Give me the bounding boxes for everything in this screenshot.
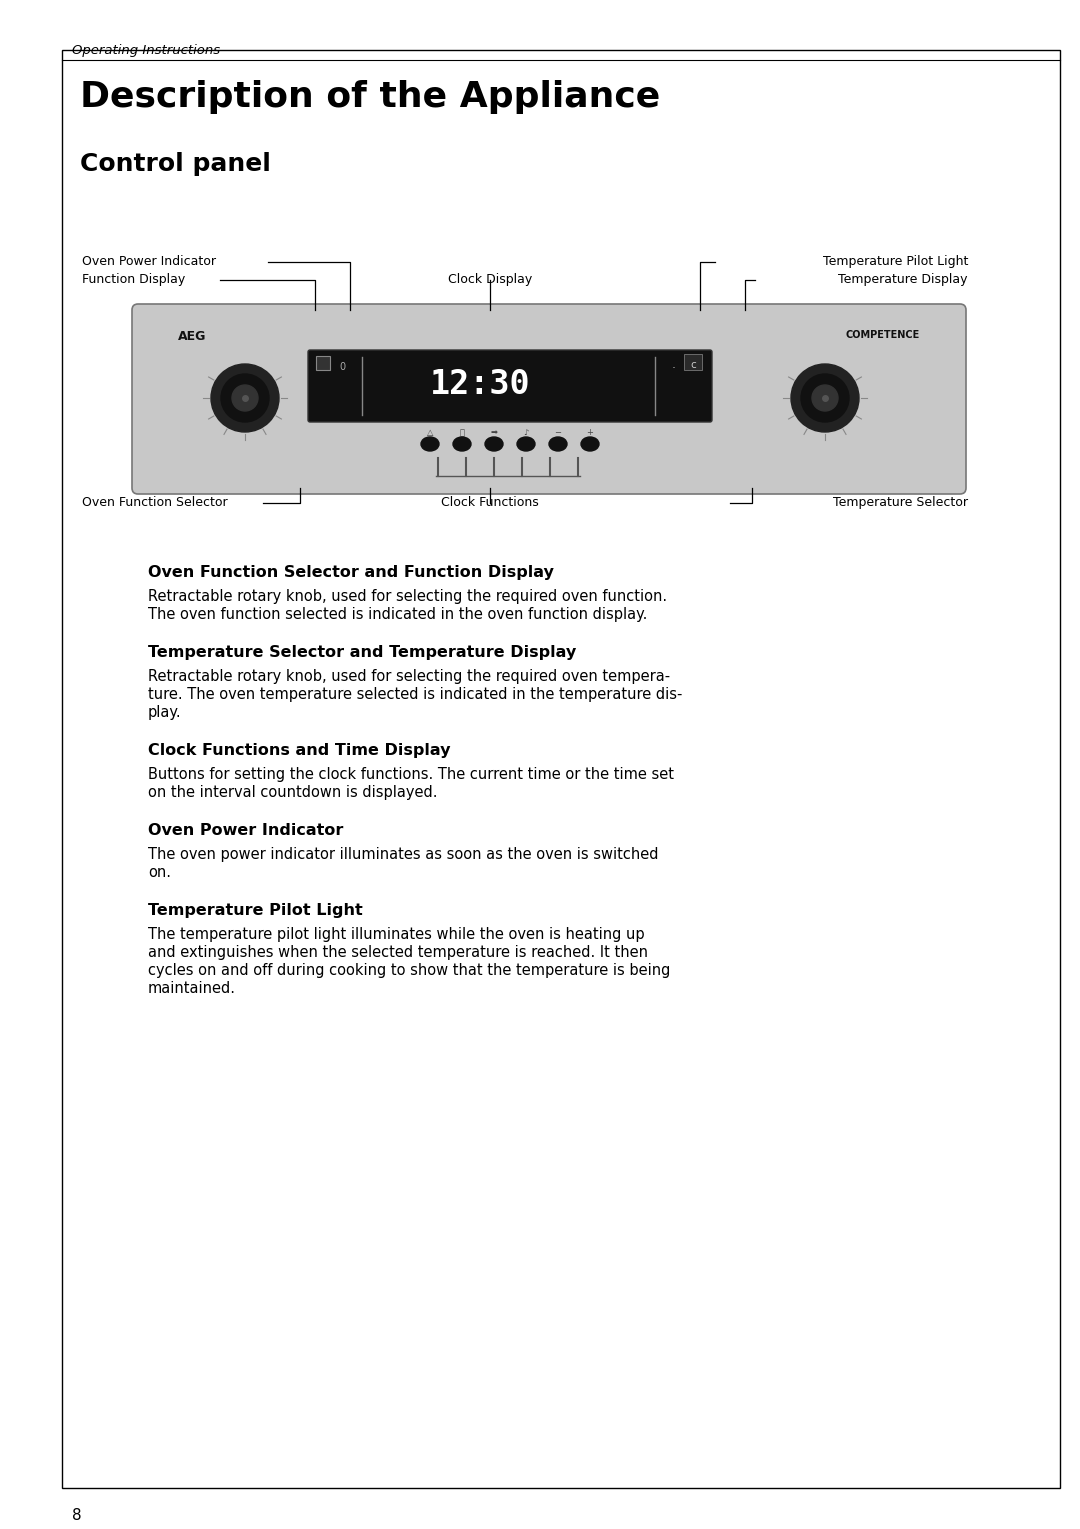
Text: Retractable rotary knob, used for selecting the required oven function.: Retractable rotary knob, used for select… bbox=[148, 589, 667, 604]
Text: Oven Power Indicator: Oven Power Indicator bbox=[148, 823, 343, 838]
Text: ➡: ➡ bbox=[490, 428, 498, 437]
Text: ⏮: ⏮ bbox=[459, 428, 464, 437]
Text: Buttons for setting the clock functions. The current time or the time set: Buttons for setting the clock functions.… bbox=[148, 768, 674, 781]
Text: Temperature Selector: Temperature Selector bbox=[833, 495, 968, 509]
Text: on the interval countdown is displayed.: on the interval countdown is displayed. bbox=[148, 784, 437, 800]
Ellipse shape bbox=[453, 437, 471, 451]
Text: Control panel: Control panel bbox=[80, 151, 271, 176]
Text: c: c bbox=[690, 359, 696, 370]
Bar bbox=[684, 355, 702, 370]
Text: 12:30: 12:30 bbox=[430, 367, 530, 401]
Ellipse shape bbox=[421, 437, 438, 451]
Text: △: △ bbox=[427, 428, 433, 437]
Text: Temperature Pilot Light: Temperature Pilot Light bbox=[823, 255, 968, 268]
Text: Oven Function Selector and Function Display: Oven Function Selector and Function Disp… bbox=[148, 566, 554, 579]
Circle shape bbox=[221, 375, 269, 422]
Text: Clock Functions and Time Display: Clock Functions and Time Display bbox=[148, 743, 450, 758]
Text: The oven function selected is indicated in the oven function display.: The oven function selected is indicated … bbox=[148, 607, 647, 622]
Text: COMPETENCE: COMPETENCE bbox=[846, 330, 920, 339]
Text: The temperature pilot light illuminates while the oven is heating up: The temperature pilot light illuminates … bbox=[148, 927, 645, 942]
Text: ♪: ♪ bbox=[524, 428, 529, 437]
Text: Oven Function Selector: Oven Function Selector bbox=[82, 495, 228, 509]
Text: AEG: AEG bbox=[178, 330, 206, 342]
Text: cycles on and off during cooking to show that the temperature is being: cycles on and off during cooking to show… bbox=[148, 963, 671, 979]
FancyBboxPatch shape bbox=[308, 350, 712, 422]
Text: Retractable rotary knob, used for selecting the required oven tempera-: Retractable rotary knob, used for select… bbox=[148, 670, 670, 683]
Text: ·: · bbox=[672, 362, 676, 375]
Text: 8: 8 bbox=[72, 1508, 82, 1523]
Text: Description of the Appliance: Description of the Appliance bbox=[80, 80, 660, 115]
Circle shape bbox=[211, 364, 279, 433]
Ellipse shape bbox=[549, 437, 567, 451]
Text: +: + bbox=[586, 428, 593, 437]
Text: −: − bbox=[554, 428, 562, 437]
Circle shape bbox=[232, 385, 258, 411]
Bar bbox=[316, 356, 330, 370]
Text: and extinguishes when the selected temperature is reached. It then: and extinguishes when the selected tempe… bbox=[148, 945, 648, 960]
Circle shape bbox=[791, 364, 859, 433]
Circle shape bbox=[812, 385, 838, 411]
FancyBboxPatch shape bbox=[132, 304, 966, 494]
Ellipse shape bbox=[517, 437, 535, 451]
Text: Clock Display: Clock Display bbox=[448, 274, 532, 286]
Text: Operating Instructions: Operating Instructions bbox=[72, 44, 220, 57]
Text: 0: 0 bbox=[339, 362, 346, 372]
Ellipse shape bbox=[581, 437, 599, 451]
Text: The oven power indicator illuminates as soon as the oven is switched: The oven power indicator illuminates as … bbox=[148, 847, 659, 862]
Text: maintained.: maintained. bbox=[148, 982, 237, 995]
Text: Oven Power Indicator: Oven Power Indicator bbox=[82, 255, 216, 268]
Text: Temperature Selector and Temperature Display: Temperature Selector and Temperature Dis… bbox=[148, 645, 577, 661]
Text: Function Display: Function Display bbox=[82, 274, 186, 286]
Text: on.: on. bbox=[148, 865, 171, 881]
Text: play.: play. bbox=[148, 705, 181, 720]
Ellipse shape bbox=[485, 437, 503, 451]
Circle shape bbox=[801, 375, 849, 422]
Text: Temperature Pilot Light: Temperature Pilot Light bbox=[148, 904, 363, 917]
Text: ture. The oven temperature selected is indicated in the temperature dis-: ture. The oven temperature selected is i… bbox=[148, 687, 683, 702]
Text: Temperature Display: Temperature Display bbox=[838, 274, 968, 286]
Text: Clock Functions: Clock Functions bbox=[441, 495, 539, 509]
